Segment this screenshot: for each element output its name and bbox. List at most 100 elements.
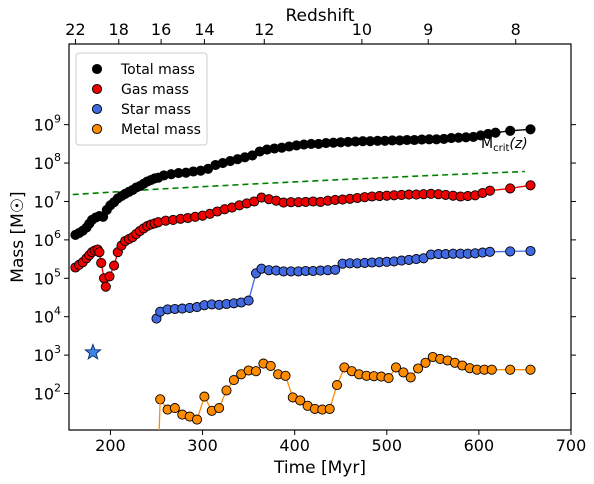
- legend-marker: [91, 83, 103, 95]
- y-tick-base: 10: [34, 192, 54, 211]
- data-point: [413, 363, 424, 374]
- redshift-tick-label: 12: [254, 20, 274, 39]
- data-point: [390, 362, 402, 373]
- data-point: [109, 260, 120, 271]
- data-point: [505, 183, 516, 194]
- top-axis-title: Redshift: [285, 6, 354, 26]
- legend-marker: [91, 103, 103, 115]
- plot-area: [68, 43, 572, 431]
- x-tick-label: 600: [464, 436, 495, 455]
- y-tick-base: 10: [34, 385, 54, 404]
- legend-box: [75, 52, 208, 146]
- y-tick-label: 109: [34, 113, 61, 135]
- legend-marker: [91, 123, 103, 135]
- mcrit-label-sub: crit: [493, 143, 509, 154]
- data-point: [490, 127, 501, 138]
- data-point: [280, 370, 291, 381]
- data-point: [96, 257, 107, 268]
- data-point: [324, 403, 335, 414]
- data-point: [295, 395, 306, 406]
- data-point: [243, 295, 254, 306]
- data-point: [199, 391, 210, 402]
- y-tick-exponent: 8: [54, 151, 61, 164]
- x-tick-label: 700: [556, 436, 587, 455]
- redshift-tick-label: 22: [65, 20, 85, 39]
- redshift-tick-label: 18: [109, 20, 129, 39]
- y-tick-base: 10: [34, 231, 54, 250]
- y-axis-title: Mass [M☉]: [8, 191, 28, 282]
- y-tick-label: 105: [34, 266, 61, 288]
- data-point: [398, 367, 409, 378]
- y-tick-exponent: 7: [54, 189, 61, 202]
- y-tick-base: 10: [34, 116, 54, 135]
- x-tick-label: 200: [95, 436, 126, 455]
- data-point: [94, 247, 105, 258]
- redshift-tick-label: 16: [151, 20, 171, 39]
- data-point: [486, 364, 497, 375]
- y-tick-label: 102: [34, 382, 61, 404]
- x-tick-label: 500: [372, 436, 403, 455]
- redshift-tick-label: 9: [423, 20, 433, 39]
- data-point: [100, 281, 111, 292]
- legend: Total mass Gas mass Star mass Metal mass: [75, 52, 208, 146]
- data-point: [525, 245, 536, 257]
- legend-label: Metal mass: [121, 122, 201, 138]
- redshift-tick-label: 8: [511, 20, 521, 39]
- y-tick-label: 103: [34, 343, 61, 365]
- data-point: [420, 357, 431, 368]
- data-point: [484, 246, 495, 257]
- y-tick-exponent: 3: [54, 343, 61, 356]
- series-metal-mass: [155, 351, 536, 425]
- legend-label: Star mass: [121, 102, 191, 118]
- data-point: [525, 180, 536, 191]
- mcrit-label: Mcrit(z): [481, 136, 528, 154]
- mcrit-label-arg: (z): [509, 136, 527, 152]
- series-total-mass: [70, 124, 536, 240]
- mcrit-layer: [72, 170, 525, 196]
- series-gas-mass: [70, 180, 536, 292]
- y-tick-exponent: 6: [54, 228, 61, 241]
- data-point: [405, 372, 416, 383]
- y-tick-base: 10: [34, 269, 54, 288]
- data-point: [383, 373, 394, 384]
- star-layer: [84, 343, 102, 360]
- y-tick-base: 10: [34, 154, 54, 173]
- legend-label: Total mass: [120, 62, 195, 78]
- data-point: [525, 124, 536, 135]
- y-tick-label: 108: [34, 151, 61, 173]
- data-point: [525, 364, 536, 375]
- data-point: [214, 403, 225, 414]
- mcrit-line: [72, 170, 525, 196]
- series-star-mass: [151, 245, 536, 324]
- data-point: [505, 125, 516, 136]
- legend-marker: [91, 63, 103, 75]
- y-tick-label: 106: [34, 228, 61, 250]
- redshift-tick-label: 10: [352, 20, 372, 39]
- data-point: [330, 264, 341, 275]
- y-tick-exponent: 5: [54, 266, 61, 279]
- data-point: [505, 364, 516, 375]
- redshift-tick-label: 14: [194, 20, 214, 39]
- data-point: [484, 185, 495, 196]
- data-point: [191, 414, 203, 425]
- series-layer: [70, 124, 536, 431]
- data-point: [104, 271, 115, 282]
- plot-frame: [68, 43, 572, 431]
- data-point: [265, 360, 276, 371]
- y-tick-base: 10: [34, 346, 54, 365]
- data-point: [505, 246, 516, 257]
- y-tick-label: 104: [34, 305, 61, 327]
- data-point: [250, 366, 262, 377]
- mcrit-label-base: M: [481, 136, 493, 152]
- x-tick-label: 300: [187, 436, 218, 455]
- x-axis-title: Time [Myr]: [273, 458, 366, 478]
- legend-label: Gas mass: [121, 82, 189, 98]
- x-tick-label: 400: [279, 436, 310, 455]
- y-tick-base: 10: [34, 308, 54, 327]
- star-marker: [84, 343, 102, 360]
- data-point: [169, 403, 180, 414]
- y-tick-exponent: 4: [54, 305, 61, 318]
- metal-series-drop: [158, 399, 161, 431]
